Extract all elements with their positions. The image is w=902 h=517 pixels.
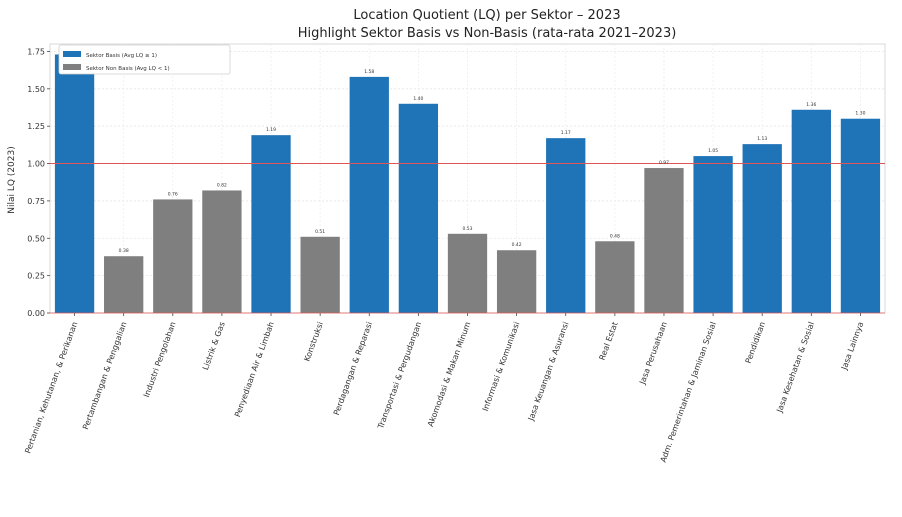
legend-box [58, 44, 231, 75]
bar-value-label: 0.51 [315, 229, 325, 235]
bar-value-label: 0.38 [119, 248, 129, 254]
bar-3 [153, 199, 193, 313]
bar-value-label: 1.17 [561, 130, 571, 136]
legend-label-basis: Sektor Basis (Avg LQ ≥ 1) [86, 53, 157, 59]
x-category-label: Jasa Lainnya [839, 321, 865, 372]
bar-value-label: 1.05 [708, 148, 718, 154]
bar-value-label: 1.58 [364, 69, 374, 75]
y-tick-label: 1.50 [27, 85, 45, 94]
bar-7 [349, 76, 389, 313]
y-axis-label: Nilai LQ (2023) [7, 146, 17, 214]
bar-10 [496, 250, 537, 313]
bar-value-label: 0.82 [217, 182, 227, 188]
x-category-label: Akomodasi & Makan Minum [426, 320, 472, 428]
bar-2 [104, 256, 144, 313]
bars-layer [54, 54, 881, 314]
bar-8 [398, 103, 439, 314]
x-category-label: Adm. Pemerintahan & Jaminan Sosial [659, 321, 718, 464]
y-tick-label: 0.50 [27, 234, 45, 243]
reference-line-layer [50, 163, 885, 314]
bar-12 [595, 241, 635, 313]
bar-4 [202, 190, 242, 313]
bar-value-label: 0.53 [462, 226, 472, 232]
legend-swatch-basis [63, 51, 81, 57]
bar-value-label: 0.76 [168, 191, 178, 197]
legend: Sektor Basis (Avg LQ ≥ 1) Sektor Non Bas… [58, 44, 231, 75]
bar-11 [546, 138, 586, 313]
bar-17 [840, 118, 881, 313]
x-category-label: Industri Pengolahan [142, 321, 178, 399]
x-category-label: Pertanian, Kehutanan, & Perikanan [23, 321, 79, 455]
bar-6 [300, 236, 340, 313]
x-category-label: Listrik & Gas [201, 321, 227, 372]
y-tick-label: 0.00 [27, 309, 45, 318]
chart-title: Location Quotient (LQ) per Sektor – 2023 [353, 8, 620, 23]
y-tick-label: 0.25 [27, 272, 45, 281]
bar-value-label: 0.48 [610, 233, 620, 239]
y-tick-label: 1.25 [27, 122, 45, 131]
x-category-label: Konstruksi [302, 321, 325, 363]
x-category-label: Pertambangan & Penggalian [81, 321, 128, 431]
x-category-label: Jasa Keuangan & Asuransi [526, 321, 571, 423]
bar-value-label: 1.30 [855, 111, 865, 117]
x-category-label: Informasi & Komunikasi [481, 321, 522, 413]
bar-14 [693, 156, 733, 313]
bar-value-label: 0.97 [659, 160, 669, 166]
chart-subtitle: Highlight Sektor Basis vs Non-Basis (rat… [298, 26, 677, 41]
bar-13 [644, 168, 684, 313]
bar-9 [447, 233, 488, 313]
y-tick-label: 1.00 [27, 160, 45, 169]
y-tick-label: 0.75 [27, 197, 45, 206]
bar-15 [742, 144, 782, 313]
bar-value-label: 1.36 [806, 102, 816, 108]
legend-swatch-non-basis [63, 64, 81, 70]
bar-value-label: 1.13 [757, 136, 767, 142]
bar-1 [54, 54, 95, 313]
x-category-label: Transportasi & Pergudangan [376, 321, 423, 431]
legend-label-non-basis: Sektor Non Basis (Avg LQ < 1) [86, 66, 170, 72]
x-category-label: Jasa Kesehatan & Sosial [775, 321, 817, 415]
x-category-label: Jasa Perusahaan [638, 321, 669, 387]
bar-value-label: 1.40 [413, 96, 423, 102]
bar-value-label: 0.42 [512, 242, 522, 248]
bar-16 [791, 109, 831, 313]
x-category-label: Penyediaan Air & Limbah [233, 321, 276, 419]
y-tick-label: 1.75 [27, 47, 45, 56]
x-category-label: Pendidikan [744, 321, 767, 365]
x-category-label: Perdagangan & Reparasi [332, 321, 374, 417]
x-category-label: Real Estat [598, 321, 620, 362]
bar-value-label: 1.19 [266, 127, 276, 133]
bar-5 [251, 135, 291, 313]
